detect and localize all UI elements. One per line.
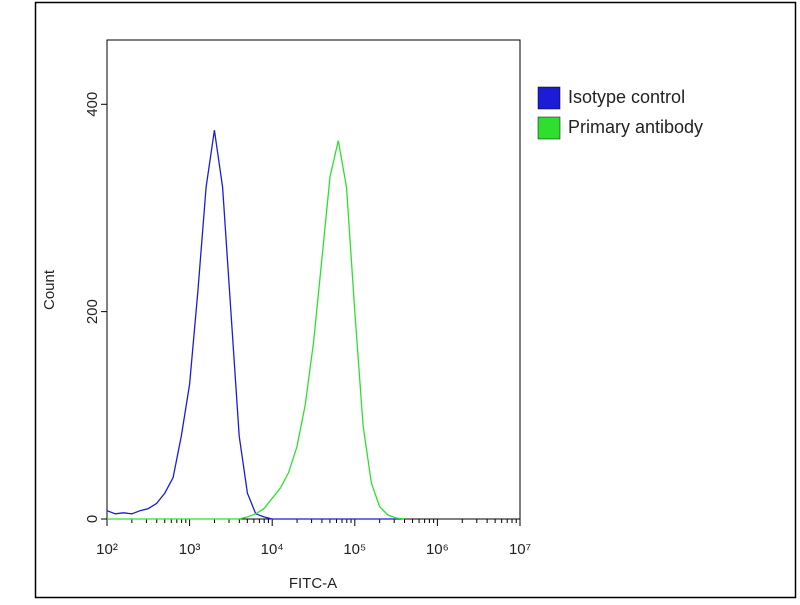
x-tick-label: 10³ (179, 541, 201, 558)
x-tick-label: 10² (96, 541, 118, 558)
image-frame (34, 1, 797, 599)
legend-swatch (537, 116, 561, 140)
x-tick-label: 10⁴ (261, 541, 284, 558)
legend-swatch (537, 86, 561, 110)
plot-frame (106, 39, 521, 520)
legend-label: Isotype control (568, 87, 685, 107)
series-line (107, 140, 405, 520)
y-tick-label: 400 (84, 92, 101, 117)
y-axis-label: Count (41, 269, 58, 310)
x-tick-label: 10⁶ (426, 541, 449, 558)
y-tick-label: 0 (84, 515, 101, 523)
x-tick-label: 10⁷ (509, 541, 531, 558)
x-axis-label: FITC-A (289, 575, 337, 592)
x-tick-label: 10⁵ (343, 541, 366, 558)
series-line (106, 130, 405, 520)
y-tick-label: 200 (84, 299, 101, 324)
legend-label: Primary antibody (568, 117, 703, 137)
